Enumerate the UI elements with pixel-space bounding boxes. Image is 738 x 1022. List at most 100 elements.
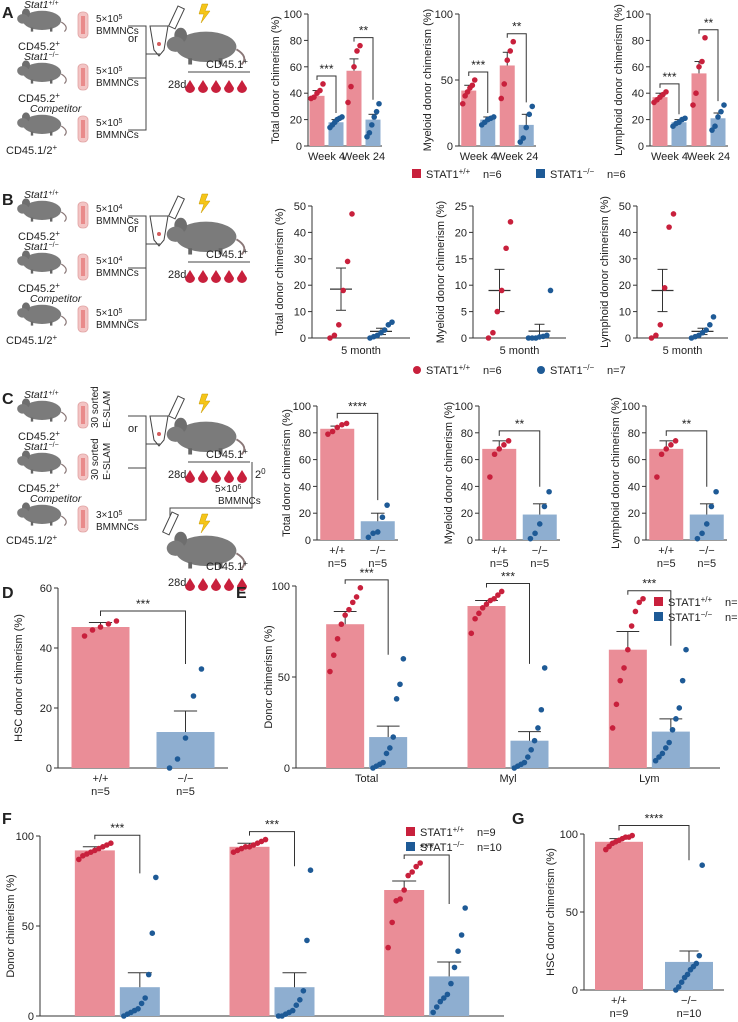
y-tick-label: 5 bbox=[461, 307, 467, 319]
data-point bbox=[517, 139, 524, 145]
data-point bbox=[297, 997, 303, 1003]
donor-mouse-icon bbox=[17, 502, 67, 527]
mouse-tail bbox=[60, 463, 67, 475]
data-point bbox=[108, 840, 114, 846]
data-point bbox=[293, 1002, 300, 1008]
x-tick-n: n=5 bbox=[368, 558, 387, 570]
sorted-label: E-SLAM bbox=[102, 443, 113, 480]
recipient-mouse-icon bbox=[166, 27, 246, 66]
mouse-tail bbox=[60, 515, 67, 527]
data-point bbox=[657, 322, 664, 328]
y-axis-label: HSC donor chimerism (%) bbox=[13, 614, 25, 742]
data-point bbox=[510, 38, 517, 45]
x-tick-n: n=10 bbox=[677, 1008, 702, 1020]
y-axis-label: Myeloid donor chimerism (%) bbox=[422, 9, 434, 151]
legend-label: STAT1−/− bbox=[550, 167, 595, 182]
data-point bbox=[703, 327, 709, 333]
time-label: 28d bbox=[168, 577, 186, 589]
significance-label: *** bbox=[265, 818, 279, 832]
data-point bbox=[289, 1007, 296, 1014]
data-point bbox=[334, 424, 341, 431]
mouse-leg bbox=[188, 448, 193, 455]
x-tick-n: n=5 bbox=[176, 786, 195, 798]
data-point bbox=[385, 944, 391, 951]
blood-drop-icon bbox=[198, 578, 208, 591]
mouse-head bbox=[17, 456, 29, 466]
data-point bbox=[417, 860, 423, 866]
y-tick-label: 50 bbox=[566, 907, 578, 919]
data-point bbox=[521, 759, 528, 766]
data-point bbox=[174, 756, 181, 762]
data-point bbox=[495, 592, 501, 598]
panel-label: E bbox=[236, 585, 247, 602]
data-point bbox=[89, 627, 96, 633]
bone-marrow bbox=[81, 510, 85, 528]
syringe-icon bbox=[168, 395, 186, 420]
data-point bbox=[541, 665, 548, 671]
data-point bbox=[166, 765, 173, 771]
data-point bbox=[663, 446, 670, 452]
dose-label: 3×105 bbox=[96, 510, 123, 522]
panel-label: D bbox=[2, 585, 14, 602]
panel-label: C bbox=[2, 391, 14, 408]
data-point bbox=[501, 81, 508, 87]
y-tick-label: 50 bbox=[22, 921, 34, 933]
data-point bbox=[351, 64, 357, 70]
data-point bbox=[320, 81, 326, 87]
sorted-label: E-SLAM bbox=[102, 391, 113, 428]
cell-label: BMMNCs bbox=[96, 26, 139, 37]
data-point bbox=[448, 980, 454, 987]
y-tick-label: 0 bbox=[625, 333, 631, 345]
significance-label: *** bbox=[662, 70, 676, 84]
y-tick-label: 25 bbox=[455, 201, 467, 213]
x-tick-label: Week 4 bbox=[651, 151, 688, 163]
significance-bracket bbox=[100, 610, 186, 664]
data-point bbox=[696, 952, 703, 959]
data-point bbox=[97, 624, 104, 630]
donor-mouse-icon bbox=[17, 112, 67, 137]
y-tick-label: 20 bbox=[619, 280, 631, 292]
recipient-mouse-icon bbox=[166, 217, 246, 256]
y-axis-label: Total donor chimerism (%) bbox=[270, 16, 282, 144]
bar bbox=[608, 649, 647, 768]
mouse-leg bbox=[50, 131, 53, 136]
data-point bbox=[383, 750, 390, 757]
y-tick-label: 0 bbox=[638, 141, 644, 153]
data-point bbox=[365, 534, 372, 541]
y-axis-label: Myeloid donor chimerism (%) bbox=[435, 201, 447, 343]
significance-label: ** bbox=[512, 20, 522, 34]
data-point bbox=[462, 905, 468, 911]
blood-drop-icon bbox=[224, 578, 234, 591]
genotype-label: Stat1−/− bbox=[24, 51, 59, 63]
data-point bbox=[182, 735, 189, 741]
data-point bbox=[718, 108, 724, 115]
data-point bbox=[242, 844, 249, 850]
data-point bbox=[529, 103, 536, 110]
mouse-body bbox=[175, 31, 237, 62]
y-tick-label: 0 bbox=[46, 763, 52, 775]
donor-label: CD45.2+ bbox=[18, 91, 60, 106]
x-tick-label: Week 24 bbox=[687, 151, 730, 163]
data-point bbox=[357, 585, 364, 591]
mouse-head bbox=[17, 256, 29, 266]
x-tick-label: +/+ bbox=[611, 995, 627, 1007]
bar bbox=[74, 850, 115, 1016]
data-point bbox=[262, 836, 269, 843]
bar bbox=[499, 65, 515, 146]
data-point bbox=[317, 87, 323, 94]
data-point bbox=[135, 1006, 141, 1012]
data-point bbox=[676, 705, 683, 711]
data-point bbox=[339, 114, 345, 120]
mouse-leg bbox=[30, 417, 34, 422]
legend-marker bbox=[406, 842, 415, 851]
mouse-tail bbox=[60, 315, 67, 327]
time-label: 28d bbox=[168, 269, 186, 281]
legend-n: n=10 bbox=[725, 612, 738, 624]
y-tick-label: 100 bbox=[626, 9, 644, 21]
mouse-body bbox=[22, 304, 62, 324]
data-point bbox=[371, 114, 378, 120]
data-point bbox=[113, 618, 120, 624]
mouse-tail bbox=[235, 48, 246, 66]
significance-bracket bbox=[403, 854, 450, 904]
